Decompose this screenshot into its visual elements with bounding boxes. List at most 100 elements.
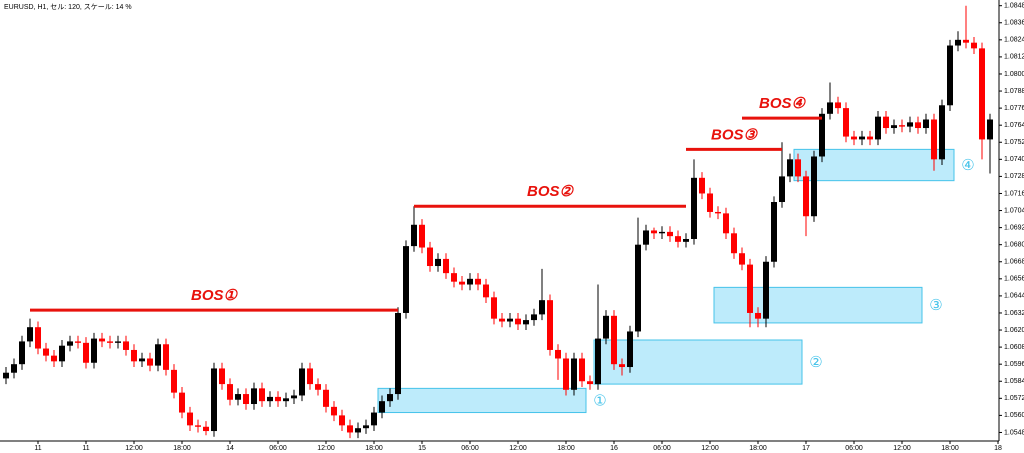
y-tick-label: 1.07280 <box>1004 173 1024 180</box>
candle-body <box>515 318 521 325</box>
candle-body <box>179 392 185 413</box>
candle-body <box>107 341 113 343</box>
candle-body <box>795 159 801 177</box>
zone-label: ② <box>809 354 822 371</box>
x-tick-label: 06:00 <box>269 445 287 452</box>
order-block-zone <box>713 286 923 324</box>
candle-body <box>491 297 497 319</box>
y-tick-label: 1.07400 <box>1004 156 1024 163</box>
x-tick-label: 06:00 <box>653 445 671 452</box>
y-tick-label: 1.08120 <box>1004 54 1024 61</box>
x-tick-label: 11 <box>82 445 89 452</box>
candle-body <box>203 426 209 432</box>
candle-body <box>147 358 153 366</box>
candle-body <box>259 388 265 402</box>
x-tick-label: 18 <box>994 445 1002 452</box>
candle-body <box>443 258 449 274</box>
x-tick-label: 17 <box>802 445 810 452</box>
y-tick-label: 1.07160 <box>1004 190 1024 197</box>
candle-body <box>563 358 569 390</box>
candle-body <box>35 327 41 349</box>
bos-label: BOS③ <box>711 126 759 143</box>
x-tick-label: 15 <box>418 445 426 452</box>
candle-body <box>75 341 81 343</box>
zone-label: ① <box>593 392 606 409</box>
y-tick-label: 1.05840 <box>1004 378 1024 385</box>
candle-body <box>315 384 321 390</box>
candle-body <box>427 247 433 267</box>
candle-body <box>355 428 361 433</box>
candle-body <box>819 113 825 157</box>
x-tick-label: 12:00 <box>125 445 143 452</box>
candle-body <box>59 345 65 362</box>
bos-label: BOS① <box>191 287 239 304</box>
candle-body <box>139 358 145 362</box>
candle-body <box>19 341 25 365</box>
candle-body <box>131 349 137 362</box>
candle-body <box>67 341 73 346</box>
candle-body <box>747 264 753 313</box>
candle-body <box>435 258 441 267</box>
candle-body <box>699 177 705 194</box>
candle-body <box>467 278 473 285</box>
candle-body <box>835 102 841 109</box>
candle-body <box>411 224 417 247</box>
candle-body <box>483 284 489 298</box>
candle-body <box>91 338 97 363</box>
candle-body <box>595 338 601 385</box>
candle-body <box>459 281 465 285</box>
candle-body <box>371 412 377 426</box>
candle-body <box>955 39 961 46</box>
x-tick-label: 14 <box>226 445 234 452</box>
bos-label: BOS② <box>527 183 575 200</box>
candle-body <box>611 315 617 365</box>
candle-body <box>219 368 225 385</box>
chart-title: EURUSD, H1, セル: 120, スケール: 14 % <box>4 3 132 11</box>
candle-body <box>195 425 201 427</box>
candle-body <box>859 136 865 140</box>
order-block-zone <box>593 339 803 385</box>
y-tick-label: 1.08480 <box>1004 3 1024 10</box>
candle-body <box>763 261 769 319</box>
candle-body <box>923 119 929 129</box>
candle-body <box>683 238 689 242</box>
y-tick-label: 1.06920 <box>1004 224 1024 231</box>
candle-body <box>299 368 305 396</box>
candle-body <box>731 233 737 254</box>
y-tick-label: 1.05720 <box>1004 395 1024 402</box>
candle-body <box>243 394 249 405</box>
candle-body <box>627 331 633 368</box>
candle-body <box>803 176 809 217</box>
candle-body <box>619 364 625 368</box>
candle-body <box>867 136 873 140</box>
candle-body <box>691 177 697 239</box>
candle-body <box>163 344 169 370</box>
candle-body <box>507 318 513 322</box>
candle-body <box>811 156 817 217</box>
candle-body <box>979 48 985 140</box>
y-tick-label: 1.06680 <box>1004 259 1024 266</box>
y-tick-label: 1.06440 <box>1004 293 1024 300</box>
bos-label: BOS④ <box>759 95 807 112</box>
candle-body <box>291 395 297 399</box>
candle-body <box>915 122 921 129</box>
y-tick-label: 1.05960 <box>1004 361 1024 368</box>
x-tick-label: 18:00 <box>941 445 959 452</box>
candle-body <box>587 381 593 385</box>
y-tick-label: 1.06080 <box>1004 344 1024 351</box>
y-tick-label: 1.08000 <box>1004 71 1024 78</box>
zone-label: ④ <box>961 157 974 174</box>
candle-body <box>51 355 57 362</box>
candle-body <box>187 412 193 426</box>
candle-body <box>123 341 129 350</box>
candle-body <box>987 119 993 140</box>
candle-body <box>115 341 121 343</box>
candle-body <box>523 320 529 325</box>
candle-body <box>723 213 729 234</box>
candle-body <box>387 394 393 402</box>
x-tick-label: 18:00 <box>173 445 191 452</box>
candle-body <box>547 300 553 350</box>
candle-body <box>651 230 657 234</box>
